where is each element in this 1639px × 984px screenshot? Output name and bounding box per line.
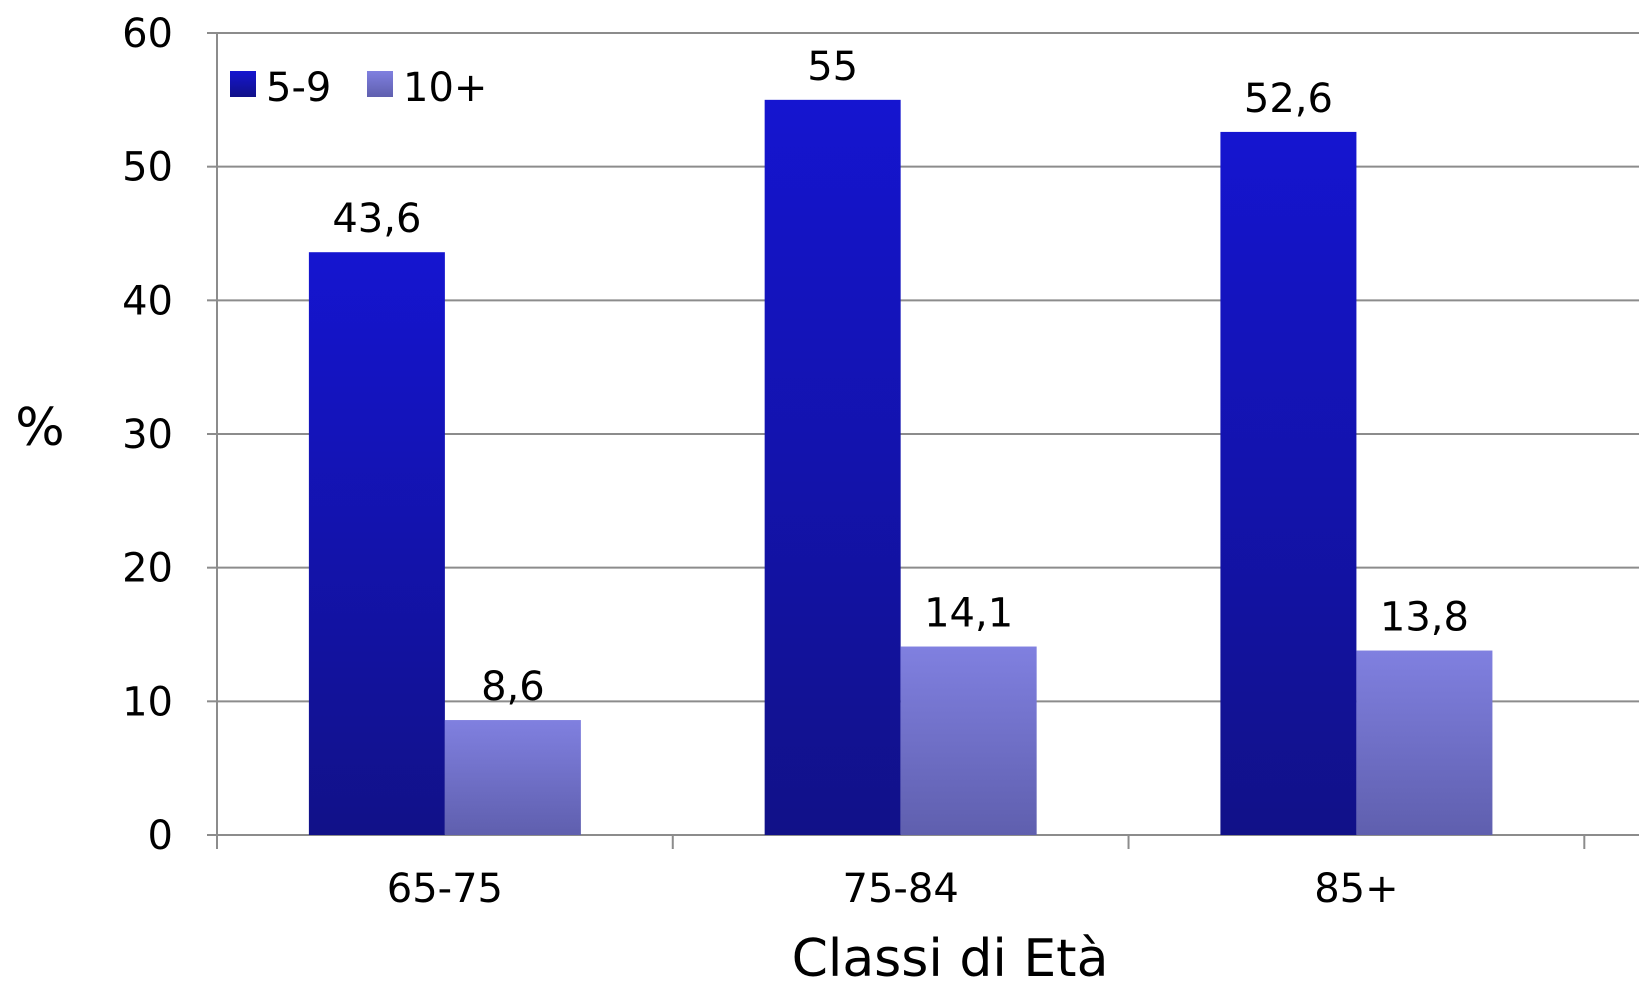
y-tick-label: 40 (122, 278, 173, 324)
x-tick-label: 65-75 (387, 866, 503, 912)
data-label: 14,1 (924, 591, 1013, 637)
y-tick-label: 20 (122, 546, 173, 592)
data-label: 55 (807, 44, 858, 90)
y-tick-label: 0 (148, 813, 173, 859)
bar-5-9-85+ (1220, 131, 1357, 835)
bar-10+-65-75 (444, 720, 581, 835)
bar-5-9-65-75 (308, 252, 445, 836)
data-label: 13,8 (1380, 595, 1469, 641)
legend-swatch (230, 71, 256, 97)
legend: 5-9 10+ (230, 65, 487, 111)
x-tick-label: 75-84 (843, 866, 959, 912)
y-tick-label: 10 (122, 679, 173, 725)
data-labels: 43,6 8,6 55 14,1 52,6 13,8 (332, 44, 1469, 710)
bar-5-9-75-84 (764, 99, 901, 836)
data-label: 52,6 (1244, 76, 1333, 122)
y-tick-label: 50 (122, 145, 173, 191)
bar-10+-85+ (1356, 650, 1493, 835)
legend-label: 10+ (403, 65, 487, 111)
x-axis-title: Classi di Età (792, 929, 1109, 984)
y-tick-label: 60 (122, 11, 173, 57)
y-tick-label: 30 (122, 412, 173, 458)
y-axis-title: % (15, 398, 64, 458)
legend-label: 5-9 (266, 65, 331, 111)
bar-10+-75-84 (900, 646, 1037, 835)
x-tick-label: 85+ (1314, 866, 1398, 912)
legend-swatch (367, 71, 393, 97)
bars (308, 99, 1493, 836)
data-label: 8,6 (481, 664, 545, 710)
tick-labels: 0 10 20 30 40 50 60 65-75 75-84 85+ (122, 11, 1399, 912)
data-label: 43,6 (332, 196, 421, 242)
